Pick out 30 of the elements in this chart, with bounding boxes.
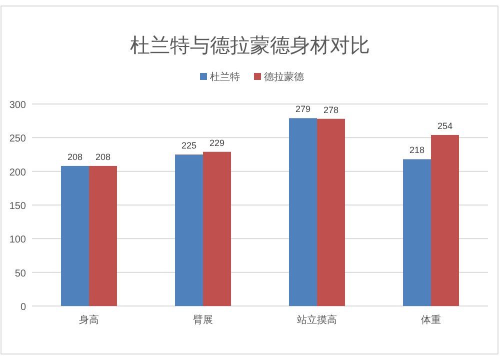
bar bbox=[175, 154, 203, 306]
chart-title: 杜兰特与德拉蒙德身材对比 bbox=[130, 35, 370, 57]
x-tick-label: 体重 bbox=[421, 314, 441, 326]
y-tick-label: 300 bbox=[9, 100, 26, 111]
y-tick-label: 200 bbox=[9, 167, 26, 178]
legend-label: 德拉蒙德 bbox=[264, 71, 304, 83]
data-label: 208 bbox=[95, 152, 111, 162]
y-tick-label: 250 bbox=[9, 134, 26, 145]
data-label: 208 bbox=[67, 152, 83, 162]
bar bbox=[289, 118, 317, 306]
data-label: 279 bbox=[295, 104, 311, 114]
data-label: 229 bbox=[209, 138, 225, 148]
y-tick-label: 100 bbox=[9, 234, 26, 246]
data-label: 254 bbox=[437, 120, 453, 131]
y-tick-label: 0 bbox=[20, 302, 26, 313]
data-label: 278 bbox=[323, 104, 339, 115]
bar bbox=[61, 166, 89, 306]
bar bbox=[89, 166, 117, 306]
x-tick-label: 站立摸高 bbox=[297, 314, 337, 326]
data-label: 218 bbox=[409, 145, 425, 156]
y-tick-label: 150 bbox=[9, 201, 26, 212]
x-tick-label: 身高 bbox=[79, 314, 99, 326]
bar bbox=[203, 152, 231, 306]
bar bbox=[317, 118, 345, 306]
data-label: 225 bbox=[181, 140, 197, 150]
legend-label: 杜兰特 bbox=[210, 71, 240, 83]
x-tick-label: 臂展 bbox=[193, 314, 213, 326]
y-tick-label: 50 bbox=[14, 268, 26, 280]
bar bbox=[431, 134, 459, 306]
bar bbox=[403, 159, 431, 306]
